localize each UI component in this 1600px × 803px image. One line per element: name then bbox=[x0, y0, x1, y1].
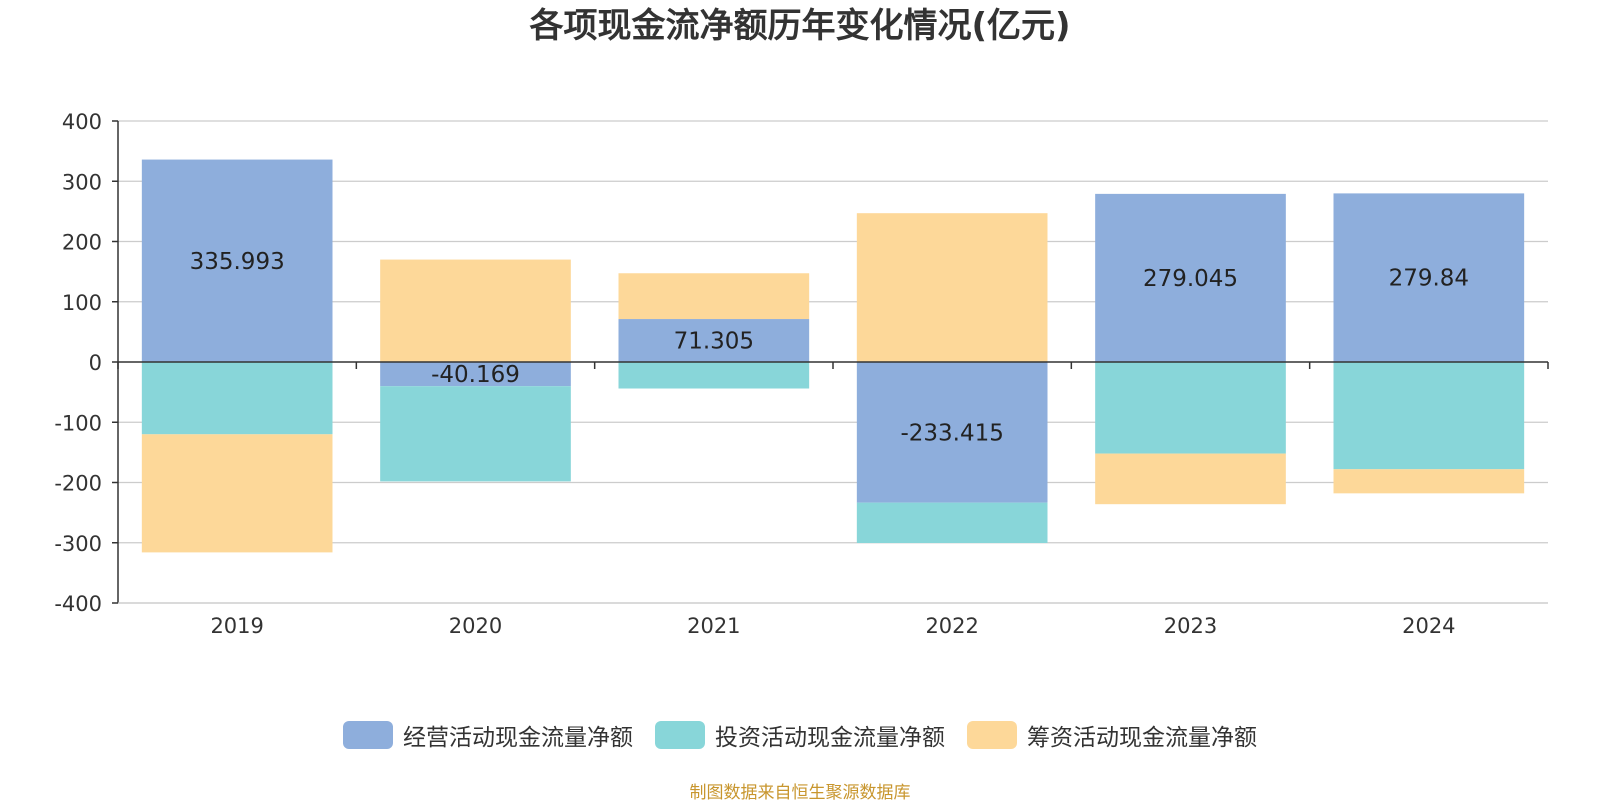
data-label: -233.415 bbox=[900, 420, 1003, 446]
legend-item-operating[interactable]: 经营活动现金流量净额 bbox=[343, 718, 633, 752]
bar-2022-series-0 bbox=[856, 362, 1048, 503]
x-tick-label: 2019 bbox=[210, 614, 263, 638]
y-tick-label: -300 bbox=[54, 532, 102, 556]
y-tick-label: -200 bbox=[54, 472, 102, 496]
bar-2022-series-2 bbox=[856, 213, 1048, 362]
bar-2021-series-1 bbox=[618, 362, 810, 389]
legend-item-financing[interactable]: 筹资活动现金流量净额 bbox=[967, 718, 1257, 752]
bar-2020-series-0 bbox=[380, 362, 571, 387]
bar-2020-series-2 bbox=[380, 259, 571, 362]
y-tick-label: 400 bbox=[62, 110, 102, 134]
bars bbox=[141, 159, 1525, 553]
bar-2024-series-0 bbox=[1333, 193, 1525, 362]
x-tick-label: 2023 bbox=[1164, 614, 1217, 638]
y-tick-label: 100 bbox=[62, 291, 102, 315]
data-label: 71.305 bbox=[674, 329, 754, 355]
x-tick-label: 2022 bbox=[925, 614, 978, 638]
y-tick-label: 300 bbox=[62, 170, 102, 194]
y-tick-label: 0 bbox=[89, 351, 102, 375]
legend-swatch-investing bbox=[655, 721, 705, 749]
y-tick-label: -100 bbox=[54, 411, 102, 435]
bar-2023-series-1 bbox=[1095, 362, 1286, 454]
legend-swatch-operating bbox=[343, 721, 393, 749]
data-labels: 335.993 -40.169 71.305 -233.415 279.045 279.8… bbox=[190, 249, 1469, 447]
legend-label-operating: 经营活动现金流量净额 bbox=[403, 725, 633, 751]
legend: 经营活动现金流量净额 投资活动现金流量净额 筹资活动现金流量净额 bbox=[0, 718, 1600, 752]
bar-2023-series-0 bbox=[1095, 193, 1286, 362]
bar-2023-series-2 bbox=[1095, 453, 1286, 505]
bar-2024-series-1 bbox=[1333, 362, 1525, 470]
data-label: 279.045 bbox=[1143, 266, 1238, 292]
legend-label-financing: 筹资活动现金流量净额 bbox=[1027, 725, 1257, 751]
source-note: 制图数据来自恒生聚源数据库 bbox=[689, 783, 911, 803]
y-tick-label: 200 bbox=[62, 231, 102, 255]
legend-label-investing: 投资活动现金流量净额 bbox=[715, 725, 945, 751]
x-tick-label: 2021 bbox=[687, 614, 740, 638]
axes: 400 300 200 100 0 -100 -200 -300 -400 2019 2020 202… bbox=[54, 110, 1549, 638]
bar-2019-series-0 bbox=[141, 159, 333, 362]
chart-title: 各项现金流净额历年变化情况(亿元) bbox=[529, 6, 1071, 46]
legend-swatch-financing bbox=[967, 721, 1017, 749]
x-tick-label: 2024 bbox=[1402, 614, 1455, 638]
bar-2019-series-1 bbox=[141, 362, 333, 435]
bar-2021-series-0 bbox=[618, 319, 810, 362]
bar-2020-series-1 bbox=[380, 386, 571, 482]
bar-2024-series-2 bbox=[1333, 469, 1525, 494]
y-tick-label: -400 bbox=[54, 592, 102, 616]
bar-2019-series-2 bbox=[141, 434, 333, 553]
data-label: -40.169 bbox=[431, 362, 520, 388]
bar-2021-series-2 bbox=[618, 273, 810, 320]
legend-item-investing[interactable]: 投资活动现金流量净额 bbox=[655, 718, 945, 752]
x-tick-label: 2020 bbox=[449, 614, 502, 638]
data-label: 335.993 bbox=[190, 249, 285, 275]
data-label: 279.84 bbox=[1389, 266, 1469, 292]
bar-2022-series-1 bbox=[856, 502, 1048, 544]
